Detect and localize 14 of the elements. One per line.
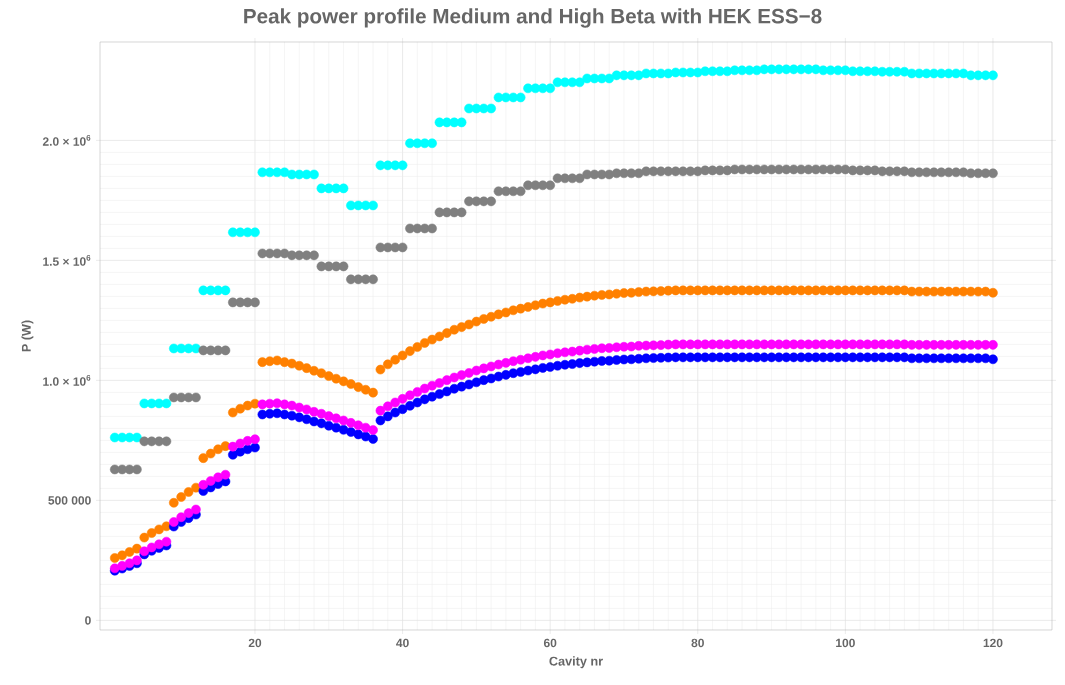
x-tick-label: 80 (691, 638, 704, 648)
x-tick-label: 40 (396, 638, 409, 648)
y-tick-label: 500 000 (48, 496, 91, 505)
y-tick-label: 0 (85, 616, 91, 625)
x-axis-title: Cavity nr (549, 656, 603, 669)
x-tick-label: 100 (836, 638, 855, 648)
y-tick-label: 2.0 × 10$^{6}$ (42, 134, 91, 146)
y-axis-title: P (W) (21, 320, 34, 352)
x-tick-label: 20 (248, 638, 262, 648)
y-tick-label: 1.0 × 10$^{6}$ (43, 374, 91, 386)
x-tick-label: 60 (543, 638, 557, 648)
chart-title: Peak power profile Medium and High Beta with HEK ESS−8 (244, 8, 822, 28)
y-tick-label: 1.5 × 10$^{6}$ (43, 254, 91, 266)
x-tick-label: 120 (983, 638, 1003, 648)
